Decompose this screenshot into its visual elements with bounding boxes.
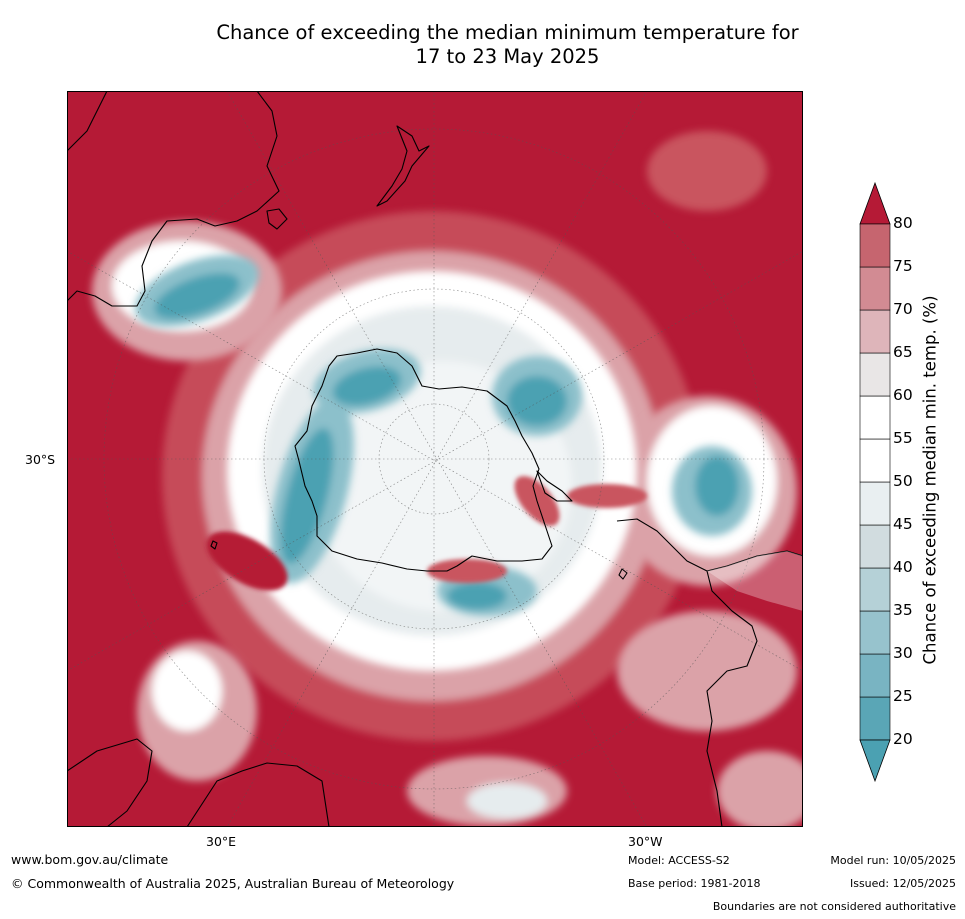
colorbar-band — [859, 653, 891, 698]
colorbar-tick-label: 50 — [893, 472, 913, 490]
colorbar-band — [859, 610, 891, 655]
lat-label-30s: 30°S — [25, 452, 56, 467]
colorbar-over-triangle — [859, 181, 891, 225]
colorbar-band — [859, 481, 891, 526]
footer-disclaimer: Boundaries are not considered authoritat… — [712, 900, 956, 913]
island-coast — [210, 540, 218, 550]
colorbar-title: Chance of exceeding median min. temp. (%… — [920, 295, 940, 665]
footer-model: Model: ACCESS-S2 — [628, 854, 730, 867]
colorbar-band — [859, 524, 891, 569]
colorbar-band — [859, 223, 891, 268]
footer-issued: Issued: 12/05/2025 — [849, 877, 956, 890]
peninsula-coast — [536, 470, 573, 502]
colorbar-tick-label: 25 — [893, 687, 913, 705]
colorbar-tick-label: 80 — [893, 214, 913, 232]
footer-base-period: Base period: 1981-2018 — [628, 877, 761, 890]
island-coast-2 — [618, 568, 628, 580]
colorbar-band — [859, 567, 891, 612]
colorbar-tick-label: 65 — [893, 343, 913, 361]
coastlines — [67, 91, 803, 827]
colorbar-tick-label: 55 — [893, 429, 913, 447]
colorbar-band — [859, 395, 891, 440]
graticule — [67, 91, 803, 827]
new-zealand-coast — [376, 125, 430, 207]
colorbar-tick-label: 30 — [893, 644, 913, 662]
colorbar-tick-label: 60 — [893, 386, 913, 404]
title-line-2: 17 to 23 May 2025 — [415, 45, 600, 68]
tasmania-coast — [266, 208, 288, 230]
footer-website: www.bom.gov.au/climate — [11, 852, 169, 867]
colorbar-tick-label: 70 — [893, 300, 913, 318]
map-frame — [67, 91, 803, 827]
south-america-land — [707, 551, 803, 611]
red-intrusions — [206, 476, 647, 591]
africa-coast — [67, 738, 330, 827]
map-title: Chance of exceeding the median minimum t… — [0, 21, 965, 69]
colorbar-band — [859, 438, 891, 483]
colorbar-band — [859, 696, 891, 741]
colorbar-tick-label: 45 — [893, 515, 913, 533]
australia-coast — [67, 91, 280, 307]
colorbar — [859, 181, 891, 783]
colorbar-tick-label: 40 — [893, 558, 913, 576]
outer-patches — [92, 131, 803, 827]
colorbar-tick-label: 20 — [893, 730, 913, 748]
lon-label-30e: 30°E — [206, 834, 237, 849]
colorbar-tick-label: 75 — [893, 257, 913, 275]
title-line-1: Chance of exceeding the median minimum t… — [216, 21, 799, 44]
south-america-coast — [616, 518, 803, 827]
colorbar-band — [859, 266, 891, 311]
probability-map — [67, 91, 803, 827]
footer-model-run: Model run: 10/05/2025 — [830, 854, 956, 867]
colorbar-band — [859, 352, 891, 397]
colorbar-band — [859, 309, 891, 354]
lon-label-30w: 30°W — [628, 834, 663, 849]
footer-copyright: © Commonwealth of Australia 2025, Austra… — [11, 876, 455, 891]
antarctica-coast — [294, 348, 553, 572]
colorbar-under-triangle — [859, 739, 891, 783]
colorbar-tick-label: 35 — [893, 601, 913, 619]
colorbar-bands — [859, 223, 891, 741]
